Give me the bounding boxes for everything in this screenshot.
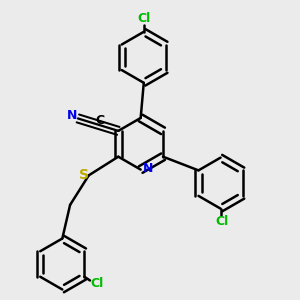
Text: Cl: Cl: [90, 277, 104, 290]
Text: S: S: [79, 168, 89, 182]
Text: Cl: Cl: [215, 214, 229, 228]
Text: N: N: [143, 161, 154, 175]
Text: C: C: [95, 114, 104, 128]
Text: Cl: Cl: [137, 12, 150, 25]
Text: N: N: [67, 109, 77, 122]
